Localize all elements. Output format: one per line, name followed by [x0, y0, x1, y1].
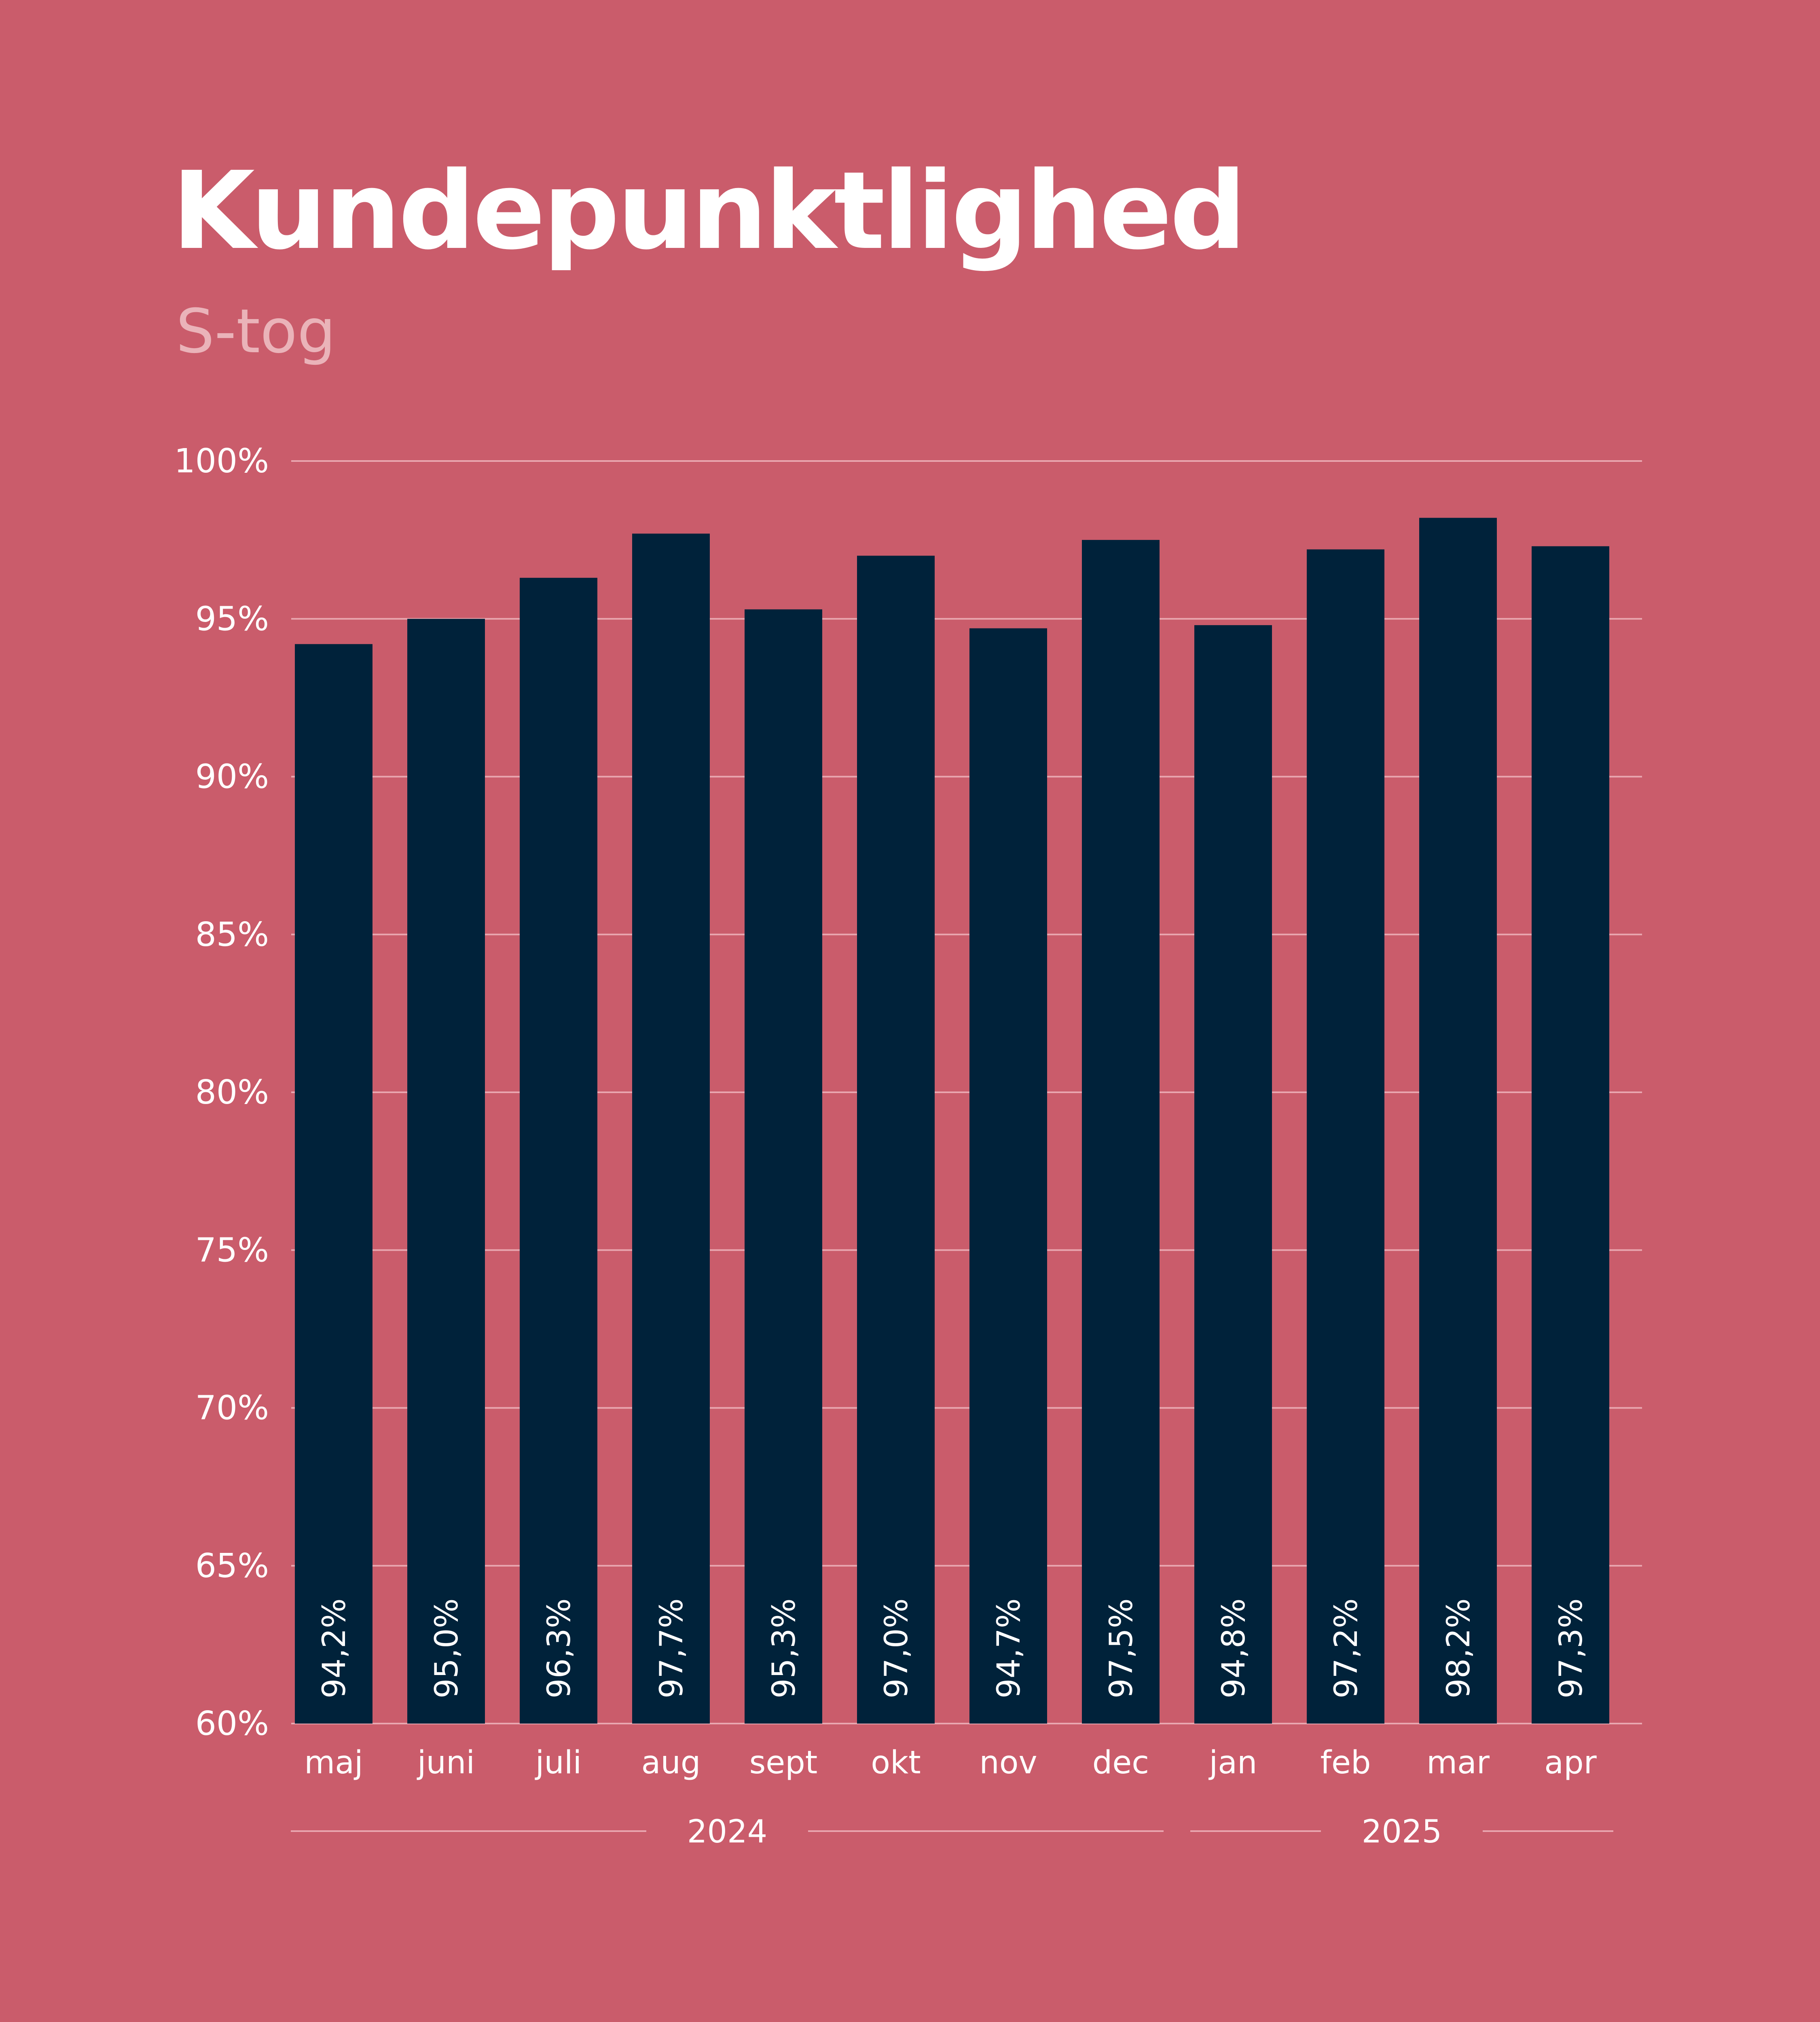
bar: [1419, 518, 1497, 1724]
x-tick-label: dec: [1092, 1745, 1149, 1781]
x-tick-label: sept: [749, 1745, 818, 1781]
gridlines: [291, 460, 1642, 1724]
x-axis: maj juni juli aug sept okt nov dec jan feb mar apr: [304, 1745, 1597, 1781]
bar-value-label: 97,5%: [1103, 1598, 1140, 1698]
x-tick-label: juni: [417, 1745, 475, 1781]
bar-value-label: 94,7%: [991, 1598, 1027, 1698]
bar: [969, 628, 1047, 1724]
bar: [1307, 549, 1384, 1724]
y-axis: 60% 65% 70% 75% 80% 85% 90% 95% 100%: [174, 442, 269, 1743]
x-tick-label: apr: [1544, 1745, 1597, 1781]
bar: [1194, 625, 1272, 1724]
x-tick-label: aug: [641, 1745, 701, 1781]
bar-value-label: 94,2%: [316, 1598, 353, 1698]
year-label: 2024: [687, 1814, 768, 1850]
x-tick-label: juli: [535, 1745, 582, 1781]
x-tick-label: mar: [1426, 1745, 1490, 1781]
x-tick-label: maj: [304, 1745, 363, 1781]
bar: [745, 609, 822, 1724]
chart-title: Kundepunktlighed: [172, 149, 1246, 273]
bar-value-label: 94,8%: [1216, 1598, 1252, 1698]
bar-value-label: 95,0%: [429, 1598, 465, 1698]
y-tick-label: 60%: [195, 1705, 269, 1743]
year-axis: 2024 2025: [291, 1814, 1613, 1850]
x-tick-label: jan: [1208, 1745, 1257, 1781]
y-tick-label: 75%: [195, 1231, 269, 1269]
bar: [520, 577, 597, 1724]
bar-value-label: 95,3%: [766, 1598, 802, 1698]
bars: [295, 518, 1609, 1724]
bar: [407, 619, 485, 1724]
bar: [1532, 546, 1609, 1724]
y-tick-label: 90%: [195, 758, 269, 796]
bar-value-label: 97,2%: [1328, 1598, 1365, 1698]
x-tick-label: nov: [979, 1745, 1037, 1781]
x-tick-label: feb: [1321, 1745, 1371, 1781]
bar-value-label: 97,0%: [878, 1598, 915, 1698]
x-tick-label: okt: [871, 1745, 921, 1781]
bar-value-label: 97,7%: [654, 1598, 690, 1698]
y-tick-label: 95%: [195, 600, 269, 638]
value-labels: 94,2% 95,0% 96,3% 97,7% 95,3% 97,0% 94,7% 97,5%…: [316, 1598, 1589, 1698]
bar-value-label: 98,2%: [1441, 1598, 1477, 1698]
y-tick-label: 85%: [195, 916, 269, 954]
bar-value-label: 97,3%: [1553, 1598, 1589, 1698]
bar: [857, 556, 935, 1724]
y-tick-label: 65%: [195, 1547, 269, 1585]
year-label: 2025: [1362, 1814, 1442, 1850]
chart-subtitle: S-tog: [176, 296, 336, 367]
bar-value-label: 96,3%: [541, 1598, 578, 1698]
y-tick-label: 70%: [195, 1389, 269, 1428]
y-tick-label: 100%: [174, 442, 269, 480]
bar: [295, 644, 372, 1724]
y-tick-label: 80%: [195, 1073, 269, 1112]
bar: [1082, 540, 1160, 1724]
bar: [632, 533, 710, 1724]
